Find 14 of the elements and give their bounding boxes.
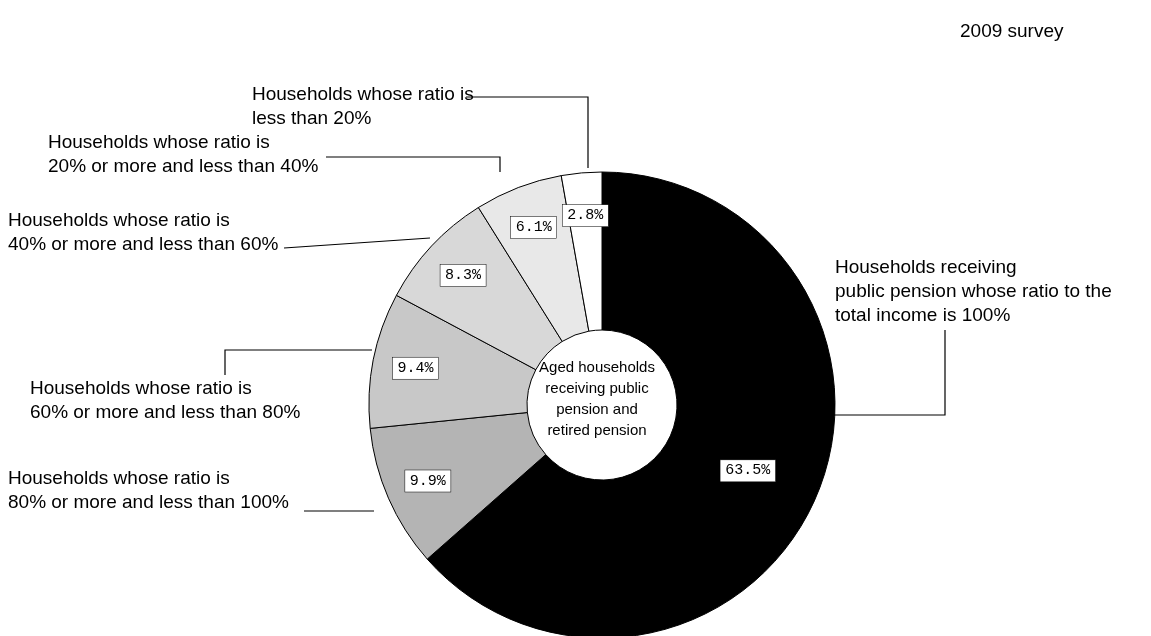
- data-label: 63.5%: [725, 462, 772, 480]
- slice-label: Households receiving public pension whose ratio to the total income is 100%: [835, 255, 1112, 327]
- slice-label: Households whose ratio is 80% or more and less than 100%: [8, 466, 289, 514]
- slice-label: Households whose ratio is less than 20%: [252, 82, 474, 130]
- data-label: 6.1%: [515, 219, 553, 237]
- data-label: 8.3%: [445, 266, 483, 284]
- data-label: 2.8%: [567, 207, 605, 225]
- text: Aged households receiving public pension and retired pension: [538, 357, 656, 440]
- data-label: 9.9%: [409, 472, 447, 490]
- chart-subtitle: 2009 survey: [960, 20, 1064, 42]
- slice-label: Households whose ratio is 60% or more and less than 80%: [30, 376, 301, 424]
- data-label: 9.4%: [397, 359, 435, 377]
- slice-label: Households whose ratio is 40% or more and less than 60%: [8, 208, 279, 256]
- slice-label: Households whose ratio is 20% or more and less than 40%: [48, 130, 319, 178]
